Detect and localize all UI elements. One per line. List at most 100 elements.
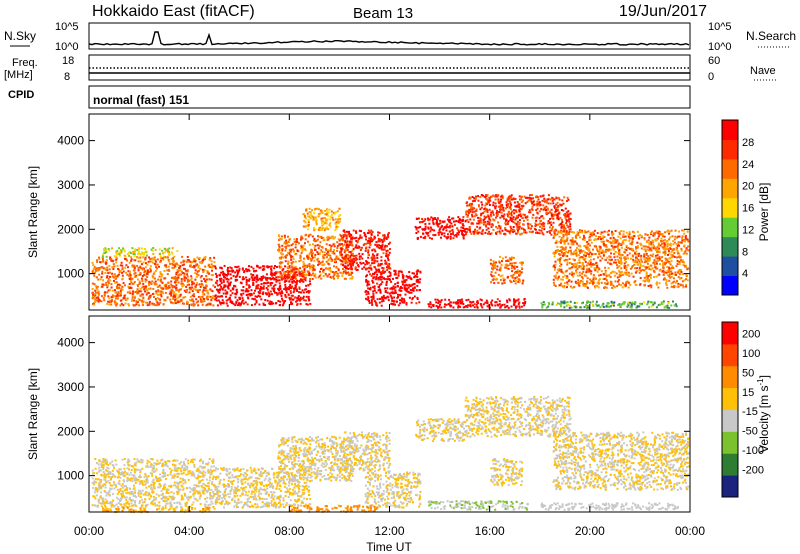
- power-region-0-cell: [130, 287, 133, 289]
- power-region-6-cell: [521, 206, 524, 209]
- power-region-0-cell: [198, 257, 201, 259]
- power-region-2-cell: [316, 238, 319, 241]
- power-region-8-cell: [672, 255, 674, 258]
- power-region-4-cell: [380, 296, 383, 299]
- power-region-1-cell: [227, 278, 230, 281]
- power-region-0-cell: [126, 297, 129, 300]
- power-region-8-cell: [644, 245, 647, 248]
- power-region-8-cell: [554, 266, 557, 269]
- power-region-2-cell: [289, 274, 292, 277]
- power-region-0-cell: [208, 258, 211, 261]
- power-region-0-cell: [212, 284, 215, 287]
- power-region-8-cell: [638, 267, 641, 270]
- power-region-5-cell: [445, 236, 448, 239]
- power-region-8-cell: [648, 243, 651, 246]
- power-region-8-cell: [670, 285, 673, 288]
- power-region-5-cell: [459, 221, 462, 224]
- power-region-3-cell: [377, 246, 380, 249]
- power-region-8-cell: [681, 260, 684, 263]
- power-region-2-cell: [336, 275, 338, 277]
- power-region-7-cell: [522, 261, 524, 264]
- power-region-8-cell: [632, 249, 635, 252]
- power-region-9-cell: [469, 304, 471, 307]
- power-region-6-cell: [551, 196, 554, 199]
- power-region-7-cell: [514, 282, 517, 285]
- freq-right-tick-bottom: 0: [708, 71, 714, 83]
- power-region-6-cell: [475, 208, 478, 211]
- power-region-6-cell: [559, 223, 562, 226]
- power-region-8-cell: [596, 247, 599, 250]
- power-region-8-cell: [618, 264, 621, 267]
- power-region-2-cell: [320, 277, 323, 280]
- power-region-8-cell: [578, 271, 581, 274]
- power-region-4-cell: [373, 273, 376, 276]
- power-region-8-cell: [600, 231, 603, 234]
- power-region-1-cell: [290, 276, 293, 278]
- power-region-6-cell: [491, 210, 494, 213]
- power-region-8-cell: [650, 268, 653, 271]
- power-region-9-cell: [457, 299, 459, 302]
- power-region-8-cell: [682, 286, 685, 289]
- power-region-6-cell: [526, 218, 529, 221]
- power-region-0-cell: [129, 292, 132, 295]
- power-region-0-cell: [151, 274, 154, 277]
- power-region-8-cell: [594, 276, 596, 279]
- power-region-1-cell: [240, 293, 243, 296]
- power-region-0-cell: [137, 290, 140, 293]
- power-region-0-cell: [140, 267, 143, 270]
- power-region-8-cell: [562, 247, 565, 250]
- power-region-0-cell: [137, 285, 139, 288]
- power-region-0-cell: [175, 271, 178, 274]
- power-region-0-cell: [148, 282, 151, 285]
- power-region-2-cell: [322, 236, 325, 239]
- power-region-2-cell: [308, 265, 311, 268]
- power-region-5-cell: [437, 233, 440, 236]
- power-region-2-cell: [336, 272, 339, 275]
- power-region-4-cell: [391, 297, 394, 300]
- power-region-8-cell: [683, 251, 686, 254]
- power-region-0-cell: [141, 293, 144, 296]
- power-region-8-cell: [634, 256, 637, 259]
- power-region-8-cell: [669, 244, 672, 247]
- power-region-1-cell: [253, 270, 256, 273]
- power-region-3-cell: [370, 238, 373, 241]
- power-region-3-cell: [378, 239, 380, 241]
- power-region-8-cell: [635, 270, 638, 273]
- power-region-9-cell: [439, 303, 441, 306]
- power-region-6-cell: [522, 213, 525, 216]
- power-region-6-cell: [487, 227, 490, 230]
- power-region-8-cell: [576, 233, 579, 236]
- power-region-8-cell: [687, 245, 690, 248]
- power-region-1-cell: [279, 284, 282, 287]
- power-region-8-cell: [618, 253, 621, 256]
- power-region-3-cell: [360, 230, 362, 233]
- power-region-1-cell: [250, 273, 253, 276]
- power-region-2-cell: [351, 249, 354, 252]
- power-region-8-cell: [592, 274, 595, 277]
- power-region-3-cell: [349, 250, 352, 253]
- power-region-5-cell: [422, 232, 425, 235]
- power-region-2-cell: [307, 264, 310, 267]
- power-region-8-cell: [600, 238, 602, 241]
- power-region-6-cell: [497, 198, 500, 201]
- power-region-8-cell: [676, 244, 679, 247]
- power-region-8-cell: [585, 271, 588, 274]
- power-region-3-cell: [374, 266, 377, 269]
- power-region-8-cell: [583, 236, 586, 239]
- power-region-6-cell: [492, 228, 495, 231]
- power-region-0-cell: [139, 256, 142, 259]
- power-region-0-cell: [136, 284, 139, 287]
- power-region-0-cell: [176, 271, 179, 274]
- power-region-2-cell: [300, 259, 302, 262]
- power-region-8-cell: [559, 246, 562, 249]
- power-region-8-cell: [589, 263, 592, 266]
- power-region-9-cell: [518, 306, 521, 309]
- power-region-0-cell: [202, 289, 205, 292]
- power-region-4-cell: [411, 298, 414, 301]
- power-region-0-cell: [200, 280, 203, 283]
- power-region-8-cell: [558, 284, 561, 287]
- power-region-8-cell: [583, 265, 585, 268]
- power-region-8-cell: [685, 247, 688, 250]
- power-region-4-cell: [415, 279, 418, 282]
- power-region-0-cell: [182, 284, 185, 287]
